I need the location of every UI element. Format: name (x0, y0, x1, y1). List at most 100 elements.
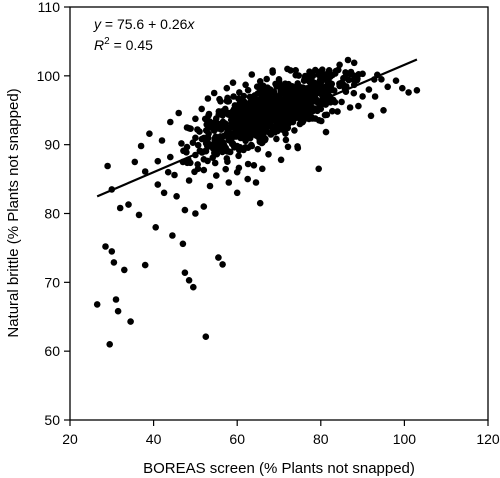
data-point (154, 157, 162, 165)
r2-exponent: 2 (104, 36, 110, 47)
x-tick-label: 100 (393, 431, 417, 447)
data-point-cluster (248, 141, 255, 149)
data-point (233, 189, 241, 197)
data-point (173, 193, 180, 200)
data-point (248, 71, 256, 78)
data-point-cluster (287, 67, 294, 74)
data-point (198, 105, 205, 113)
data-point (367, 112, 375, 120)
data-point-cluster (312, 84, 320, 91)
data-point (405, 89, 412, 96)
data-point (116, 204, 124, 212)
data-point-cluster (353, 76, 361, 84)
data-point (350, 59, 358, 67)
data-point-cluster (243, 121, 251, 128)
data-point (202, 333, 210, 341)
data-point (399, 84, 406, 92)
data-point (346, 104, 354, 111)
data-point-cluster (222, 165, 229, 173)
y-tick-label: 80 (44, 206, 60, 222)
y-tick-label: 60 (44, 343, 60, 359)
data-point (334, 108, 341, 115)
data-point (106, 341, 113, 348)
data-point-cluster (228, 130, 235, 138)
data-point-cluster (294, 143, 301, 150)
data-point (167, 153, 174, 161)
data-point-cluster (198, 135, 206, 143)
data-point (102, 243, 109, 250)
data-point (219, 261, 226, 268)
data-point (380, 107, 387, 114)
data-point (181, 269, 189, 277)
data-point-cluster (323, 70, 331, 78)
data-point (114, 307, 122, 315)
data-point-cluster (240, 92, 248, 100)
data-point (392, 77, 400, 84)
data-point-cluster (263, 75, 271, 83)
data-point (336, 61, 343, 69)
data-point (108, 248, 116, 255)
data-point-cluster (189, 139, 197, 146)
data-point-cluster (289, 89, 296, 96)
data-point (242, 81, 249, 89)
y-axis: 50 60 70 80 90 100 110 (37, 0, 70, 428)
data-point (110, 259, 118, 266)
data-point (277, 156, 285, 164)
eq-y-symbol: y (93, 16, 102, 32)
data-point-cluster (224, 148, 231, 155)
data-point-cluster (273, 135, 280, 143)
data-point-cluster (305, 115, 313, 123)
data-point-cluster (207, 122, 215, 129)
data-point-cluster (239, 106, 247, 114)
data-point-cluster (235, 152, 242, 160)
data-point-cluster (309, 107, 317, 115)
data-point-cluster (224, 158, 231, 165)
data-point (164, 168, 172, 176)
data-point (152, 224, 159, 231)
data-point-cluster (248, 93, 255, 101)
eq-body: = 75.6 + 0.26 (101, 16, 188, 32)
data-point-cluster (291, 105, 298, 112)
x-tick-label: 120 (476, 431, 500, 447)
data-point-cluster (267, 131, 275, 138)
data-point (104, 162, 111, 170)
regression-line-group (96, 58, 418, 198)
data-point (204, 95, 212, 102)
data-point-cluster (204, 140, 212, 147)
data-point (206, 182, 214, 190)
data-point-cluster (341, 74, 349, 81)
annotation: y = 75.6 + 0.26x R2 = 0.45 (93, 16, 195, 53)
data-point-cluster (254, 145, 262, 153)
data-point (154, 181, 162, 188)
data-point (190, 283, 197, 291)
r-squared: R2 = 0.45 (94, 36, 153, 53)
data-point-cluster (241, 98, 248, 106)
data-point-cluster (233, 142, 241, 150)
data-point-cluster (316, 68, 324, 76)
data-point-cluster (323, 111, 331, 119)
data-point-cluster (224, 98, 232, 105)
y-tick-label: 70 (44, 274, 60, 290)
data-point-cluster (322, 128, 330, 136)
data-point-cluster (282, 136, 290, 144)
data-point-cluster (291, 127, 298, 134)
data-point (185, 277, 193, 284)
data-point-cluster (204, 157, 211, 165)
data-point (179, 240, 187, 248)
data-point-cluster (350, 89, 358, 97)
data-point (192, 210, 199, 217)
data-point-cluster (264, 91, 272, 99)
data-point-cluster (322, 101, 330, 108)
data-point-cluster (194, 161, 201, 168)
data-point-cluster (279, 86, 287, 94)
data-point-cluster (318, 117, 325, 125)
data-point-cluster (244, 86, 252, 94)
data-point (365, 86, 373, 93)
data-point (192, 134, 199, 142)
data-point-cluster (280, 105, 288, 112)
data-point (355, 102, 362, 110)
data-point (213, 172, 220, 179)
data-point-cluster (256, 130, 264, 137)
data-point-cluster (281, 80, 289, 87)
